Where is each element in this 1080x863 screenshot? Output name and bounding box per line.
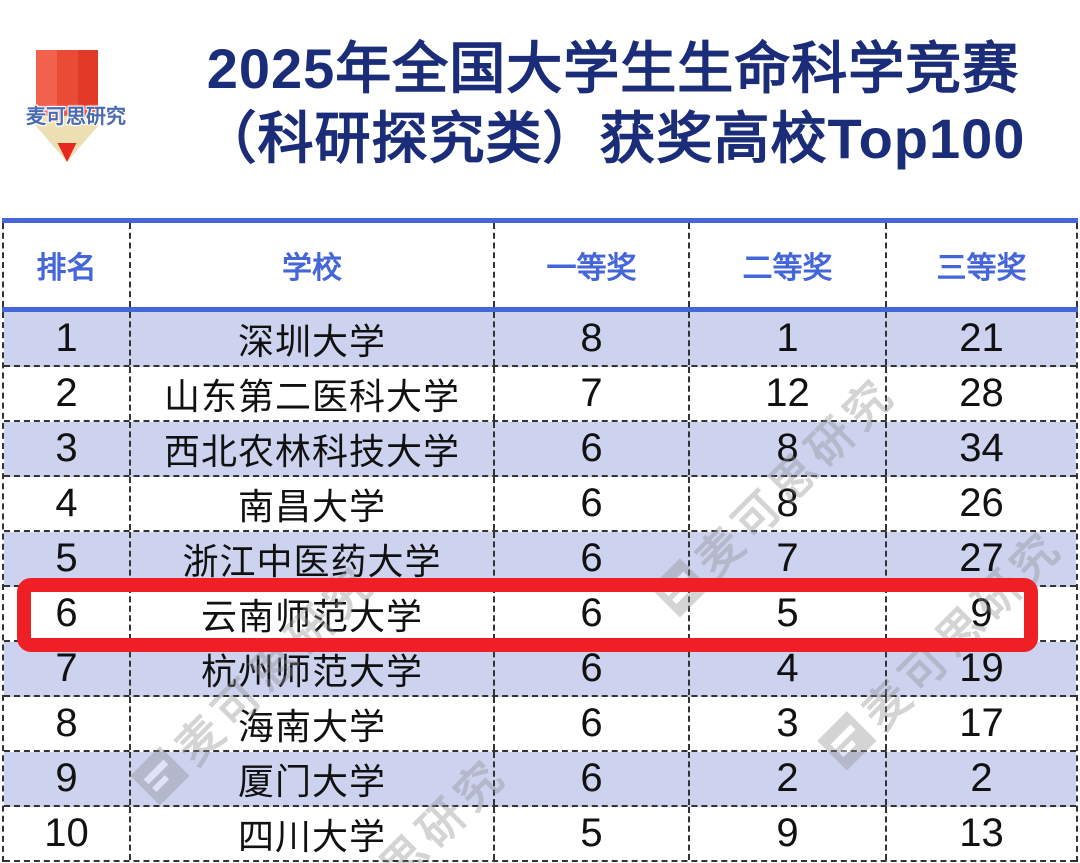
pencil-icon — [36, 50, 98, 162]
table-row: 9 厦门大学 6 2 2 — [4, 752, 1076, 807]
cell-first: 6 — [495, 752, 690, 805]
cell-rank: 1 — [4, 312, 131, 365]
cell-first: 5 — [495, 807, 690, 860]
cell-second: 2 — [690, 752, 887, 805]
table-row: 6 云南师范大学 6 5 9 — [4, 587, 1076, 642]
cell-third: 13 — [959, 811, 1004, 855]
table-row: 8 海南大学 6 3 17 — [4, 697, 1076, 752]
ranking-table: 排名 学校 一等奖 二等奖 三等奖 1 深圳大学 8 1 21 2 山东第二医科大学 7 12 2… — [2, 218, 1078, 862]
cell-third: 28 — [959, 371, 1004, 415]
cell-second: 8 — [690, 477, 887, 530]
cell-school: 厦门大学 — [131, 752, 495, 805]
cell-rank: 7 — [4, 642, 131, 695]
cell-school: 四川大学 — [131, 807, 495, 860]
highlight-box — [17, 578, 1038, 652]
table-row: 10 四川大学 5 9 13 — [4, 807, 1076, 862]
cell-third: 34 — [959, 426, 1004, 470]
table-row: 2 山东第二医科大学 7 12 28 — [4, 367, 1076, 422]
cell-school: 南昌大学 — [131, 477, 495, 530]
cell-first: 6 — [495, 422, 690, 475]
cell-rank: 8 — [4, 697, 131, 750]
cell-second: 9 — [690, 807, 887, 860]
cell-rank: 9 — [4, 752, 131, 805]
table-top-rule — [2, 218, 1078, 223]
logo-text: 麦可思研究 — [26, 106, 126, 128]
cell-first: 6 — [495, 587, 690, 640]
cell-first: 6 — [495, 697, 690, 750]
cell-second: 4 — [690, 642, 887, 695]
mycos-logo: 麦可思研究 — [26, 48, 128, 166]
page-title: 2025年全国大学生生命科学竞赛 （科研探究类）获奖高校Top100 — [150, 34, 1076, 174]
table-row: 4 南昌大学 6 8 26 — [4, 477, 1076, 532]
cell-school: 山东第二医科大学 — [131, 367, 495, 420]
cell-third: 27 — [959, 536, 1004, 580]
column-header-second-prize: 二等奖 — [690, 223, 887, 307]
cell-third: 19 — [959, 646, 1004, 690]
cell-second: 8 — [690, 422, 887, 475]
cell-third: 2 — [970, 756, 993, 800]
column-header-rank: 排名 — [4, 223, 131, 307]
cell-second: 7 — [690, 532, 887, 585]
cell-rank: 4 — [4, 477, 131, 530]
cell-second: 5 — [690, 587, 887, 640]
cell-first: 6 — [495, 532, 690, 585]
cell-first: 8 — [495, 312, 690, 365]
header-divider-rule — [2, 307, 1078, 312]
cell-second: 3 — [690, 697, 887, 750]
cell-school: 西北农林科技大学 — [131, 422, 495, 475]
cell-school: 云南师范大学 — [131, 587, 495, 640]
cell-school: 海南大学 — [131, 697, 495, 750]
table-row: 1 深圳大学 8 1 21 — [4, 312, 1076, 367]
cell-third: 9 — [970, 591, 993, 635]
column-header-third-prize: 三等奖 — [936, 252, 1027, 285]
cell-school: 浙江中医药大学 — [131, 532, 495, 585]
cell-first: 6 — [495, 477, 690, 530]
cell-third: 21 — [959, 316, 1004, 360]
cell-second: 12 — [690, 367, 887, 420]
cell-first: 7 — [495, 367, 690, 420]
cell-rank: 5 — [4, 532, 131, 585]
column-header-school: 学校 — [131, 223, 495, 307]
cell-first: 6 — [495, 642, 690, 695]
cell-rank: 6 — [4, 587, 131, 640]
cell-third: 17 — [959, 701, 1004, 745]
cell-school: 深圳大学 — [131, 312, 495, 365]
cell-second: 1 — [690, 312, 887, 365]
cell-rank: 10 — [4, 807, 131, 860]
cell-rank: 3 — [4, 422, 131, 475]
table-header-row: 排名 学校 一等奖 二等奖 三等奖 — [2, 223, 1078, 307]
cell-rank: 2 — [4, 367, 131, 420]
cell-school: 杭州师范大学 — [131, 642, 495, 695]
title-line-2: （科研探究类）获奖高校Top100 — [200, 107, 1026, 170]
column-header-first-prize: 一等奖 — [495, 223, 690, 307]
title-line-1: 2025年全国大学生生命科学竞赛 — [206, 37, 1020, 100]
table-row: 5 浙江中医药大学 6 7 27 — [4, 532, 1076, 587]
cell-third: 26 — [959, 481, 1004, 525]
table-rows: 1 深圳大学 8 1 21 2 山东第二医科大学 7 12 28 3 西北农林科技大学 6 8 34 4 南昌大… — [2, 312, 1078, 862]
table-row: 3 西北农林科技大学 6 8 34 — [4, 422, 1076, 477]
